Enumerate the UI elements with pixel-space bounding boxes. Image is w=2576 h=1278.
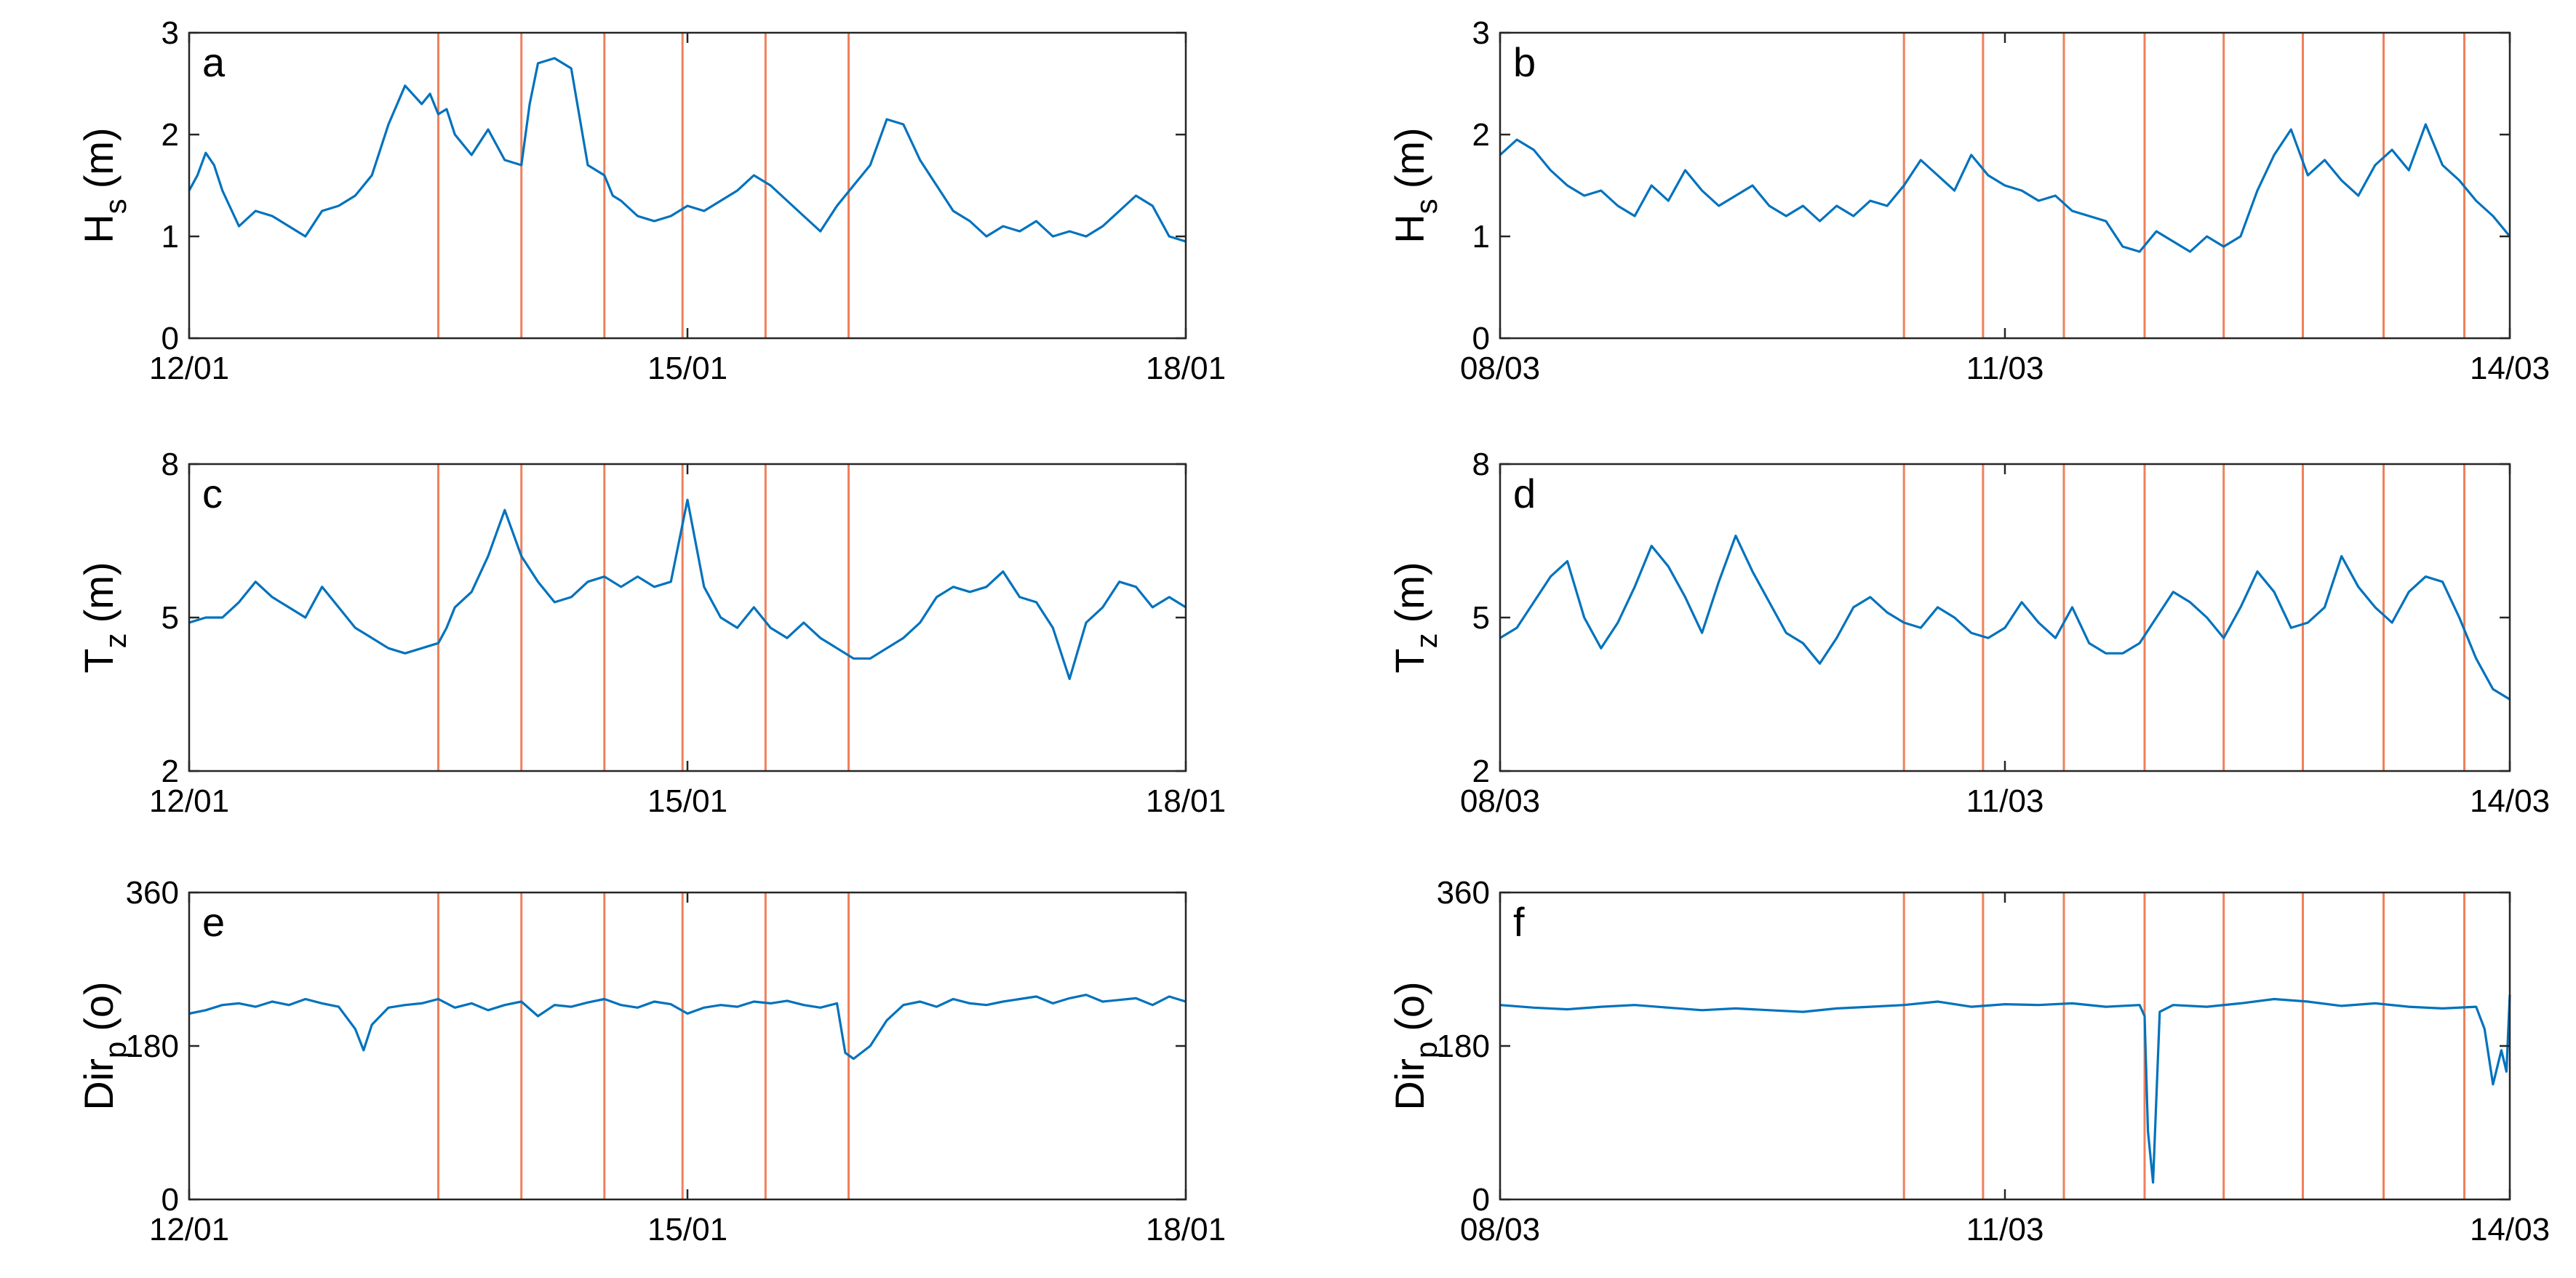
panel-label: c — [202, 471, 223, 516]
series-line-Tz — [1499, 534, 2511, 700]
y-axis-label-sub: z — [98, 633, 132, 648]
y-axis-label-sub: s — [98, 199, 132, 214]
y-axis-label-main: H — [76, 214, 121, 243]
y-axis-label-main: H — [1387, 214, 1432, 243]
panel-a: 0 1 2 3 12/01 15/01 18/01 a Hs (m) — [76, 15, 1226, 386]
y-tick-label: 2 — [1472, 117, 1490, 153]
y-axis-label-unit: (m) — [1387, 127, 1432, 188]
panel-label: d — [1513, 471, 1536, 516]
x-tick-label: 14/03 — [2470, 1212, 2550, 1247]
y-axis-label-sub: p — [1409, 1042, 1443, 1058]
y-axis-label: Hs (m) — [1387, 127, 1443, 243]
panel-label: e — [202, 899, 225, 945]
y-axis-label-sub: p — [98, 1042, 132, 1058]
y-axis-label: Dirp (o) — [1387, 981, 1443, 1110]
panel-b: 0 1 2 3 08/03 11/03 14/03 b Hs (m) — [1387, 15, 2550, 386]
x-tick-label: 08/03 — [1460, 1212, 1540, 1247]
axes-box — [188, 463, 1187, 772]
y-tick-label: 180 — [126, 1029, 179, 1064]
axes-box — [1499, 463, 2511, 772]
y-tick-label: 1 — [1472, 219, 1490, 255]
x-tick-label: 12/01 — [149, 1212, 229, 1247]
y-tick-label: 180 — [1437, 1029, 1490, 1064]
y-axis-label: Tz (m) — [1387, 562, 1443, 673]
y-tick-label: 2 — [162, 754, 179, 789]
y-axis-label-sub: s — [1409, 199, 1443, 214]
x-tick-label: 08/03 — [1460, 351, 1540, 386]
axes-box — [1499, 891, 2511, 1201]
y-tick-label: 0 — [162, 321, 179, 356]
x-tick-label: 15/01 — [647, 351, 727, 386]
y-tick-label: 3 — [162, 15, 179, 51]
panel-label: f — [1513, 899, 1525, 945]
series-line-Hs — [1499, 123, 2511, 253]
x-tick-label: 14/03 — [2470, 783, 2550, 819]
y-tick-label: 360 — [1437, 875, 1490, 911]
axes-box — [188, 31, 1187, 340]
y-tick-label: 0 — [1472, 1182, 1490, 1218]
y-tick-label: 2 — [162, 117, 179, 153]
x-tick-label: 12/01 — [149, 783, 229, 819]
y-axis-label-main: T — [76, 648, 121, 673]
y-axis-label-main: T — [1387, 648, 1432, 673]
x-tick-label: 11/03 — [1966, 783, 2044, 819]
x-tick-label: 12/01 — [149, 351, 229, 386]
panel-f: 0 180 360 08/03 11/03 14/03 f Dirp (o) — [1387, 875, 2550, 1247]
y-axis-label-sub: z — [1409, 633, 1443, 648]
y-tick-label: 360 — [126, 875, 179, 911]
panel-d: 2 5 8 08/03 11/03 14/03 d Tz (m) — [1387, 447, 2550, 819]
y-tick-label: 0 — [1472, 321, 1490, 356]
y-axis-label: Dirp (o) — [76, 981, 132, 1110]
y-axis-label-unit: (o) — [76, 981, 121, 1031]
panel-label: b — [1513, 39, 1536, 85]
y-tick-label: 8 — [162, 447, 179, 482]
y-axis-label-unit: (o) — [1387, 981, 1432, 1031]
y-tick-label: 0 — [162, 1182, 179, 1218]
x-tick-label: 18/01 — [1146, 783, 1226, 819]
series-line-Hs — [188, 57, 1187, 243]
y-axis-label: Hs (m) — [76, 127, 132, 243]
x-tick-label: 14/03 — [2470, 351, 2550, 386]
x-tick-label: 11/03 — [1966, 1212, 2044, 1247]
panel-e: 0 180 360 12/01 15/01 18/01 e Dirp (o) — [76, 875, 1226, 1247]
series-line-Dirp — [188, 994, 1187, 1061]
series-line-Tz — [188, 498, 1187, 681]
x-tick-label: 18/01 — [1146, 351, 1226, 386]
y-tick-label: 8 — [1472, 447, 1490, 482]
panel-c: 2 5 8 12/01 15/01 18/01 c Tz (m) — [76, 447, 1226, 819]
y-axis-label-main: Dir — [76, 1058, 121, 1111]
y-tick-label: 3 — [1472, 15, 1490, 51]
y-axis-label: Tz (m) — [76, 562, 132, 673]
y-tick-label: 1 — [162, 219, 179, 255]
y-tick-label: 5 — [162, 600, 179, 636]
y-tick-label: 5 — [1472, 600, 1490, 636]
x-tick-label: 08/03 — [1460, 783, 1540, 819]
series-line-Dirp — [1499, 994, 2511, 1184]
x-tick-label: 15/01 — [647, 1212, 727, 1247]
x-tick-label: 15/01 — [647, 783, 727, 819]
y-axis-label-main: Dir — [1387, 1058, 1432, 1111]
y-axis-label-unit: (m) — [1387, 562, 1432, 623]
x-tick-label: 18/01 — [1146, 1212, 1226, 1247]
y-tick-label: 2 — [1472, 754, 1490, 789]
x-tick-label: 11/03 — [1966, 351, 2044, 386]
axes-box — [188, 891, 1187, 1201]
panel-label: a — [202, 39, 226, 85]
y-axis-label-unit: (m) — [76, 562, 121, 623]
y-axis-label-unit: (m) — [76, 127, 121, 188]
